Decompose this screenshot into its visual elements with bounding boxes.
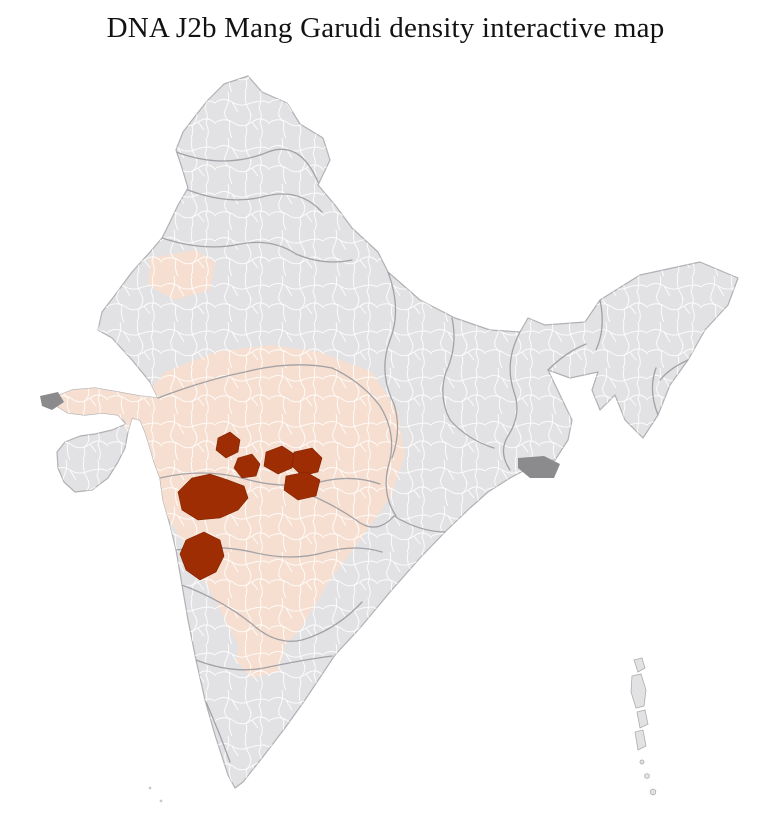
lakshadweep-islands[interactable]	[148, 786, 163, 803]
coast-shadow-west	[40, 392, 64, 410]
page-title: DNA J2b Mang Garudi density interactive …	[106, 12, 665, 44]
island[interactable]	[634, 729, 647, 751]
highlighted-district[interactable]	[283, 471, 321, 501]
island-dot[interactable]	[159, 799, 163, 803]
island-dot[interactable]	[148, 786, 152, 790]
island[interactable]	[630, 673, 647, 709]
highlighted-district[interactable]	[233, 453, 261, 479]
highlighted-district[interactable]	[179, 531, 225, 581]
island-dot[interactable]	[639, 759, 645, 765]
island[interactable]	[633, 657, 646, 673]
highlighted-district[interactable]	[177, 473, 249, 521]
highlighted-district[interactable]	[263, 445, 295, 475]
highlighted-district[interactable]	[215, 431, 241, 459]
andaman-nicobar-islands[interactable]	[630, 657, 657, 796]
state-borders	[157, 148, 689, 763]
island-dot[interactable]	[644, 773, 650, 779]
high-density-districts[interactable]	[177, 431, 323, 581]
highlighted-district[interactable]	[291, 447, 323, 477]
island-dot[interactable]	[649, 788, 657, 796]
island[interactable]	[636, 709, 649, 729]
coast-shadow-east	[518, 456, 560, 478]
coastal-shadow-patches	[40, 392, 560, 478]
